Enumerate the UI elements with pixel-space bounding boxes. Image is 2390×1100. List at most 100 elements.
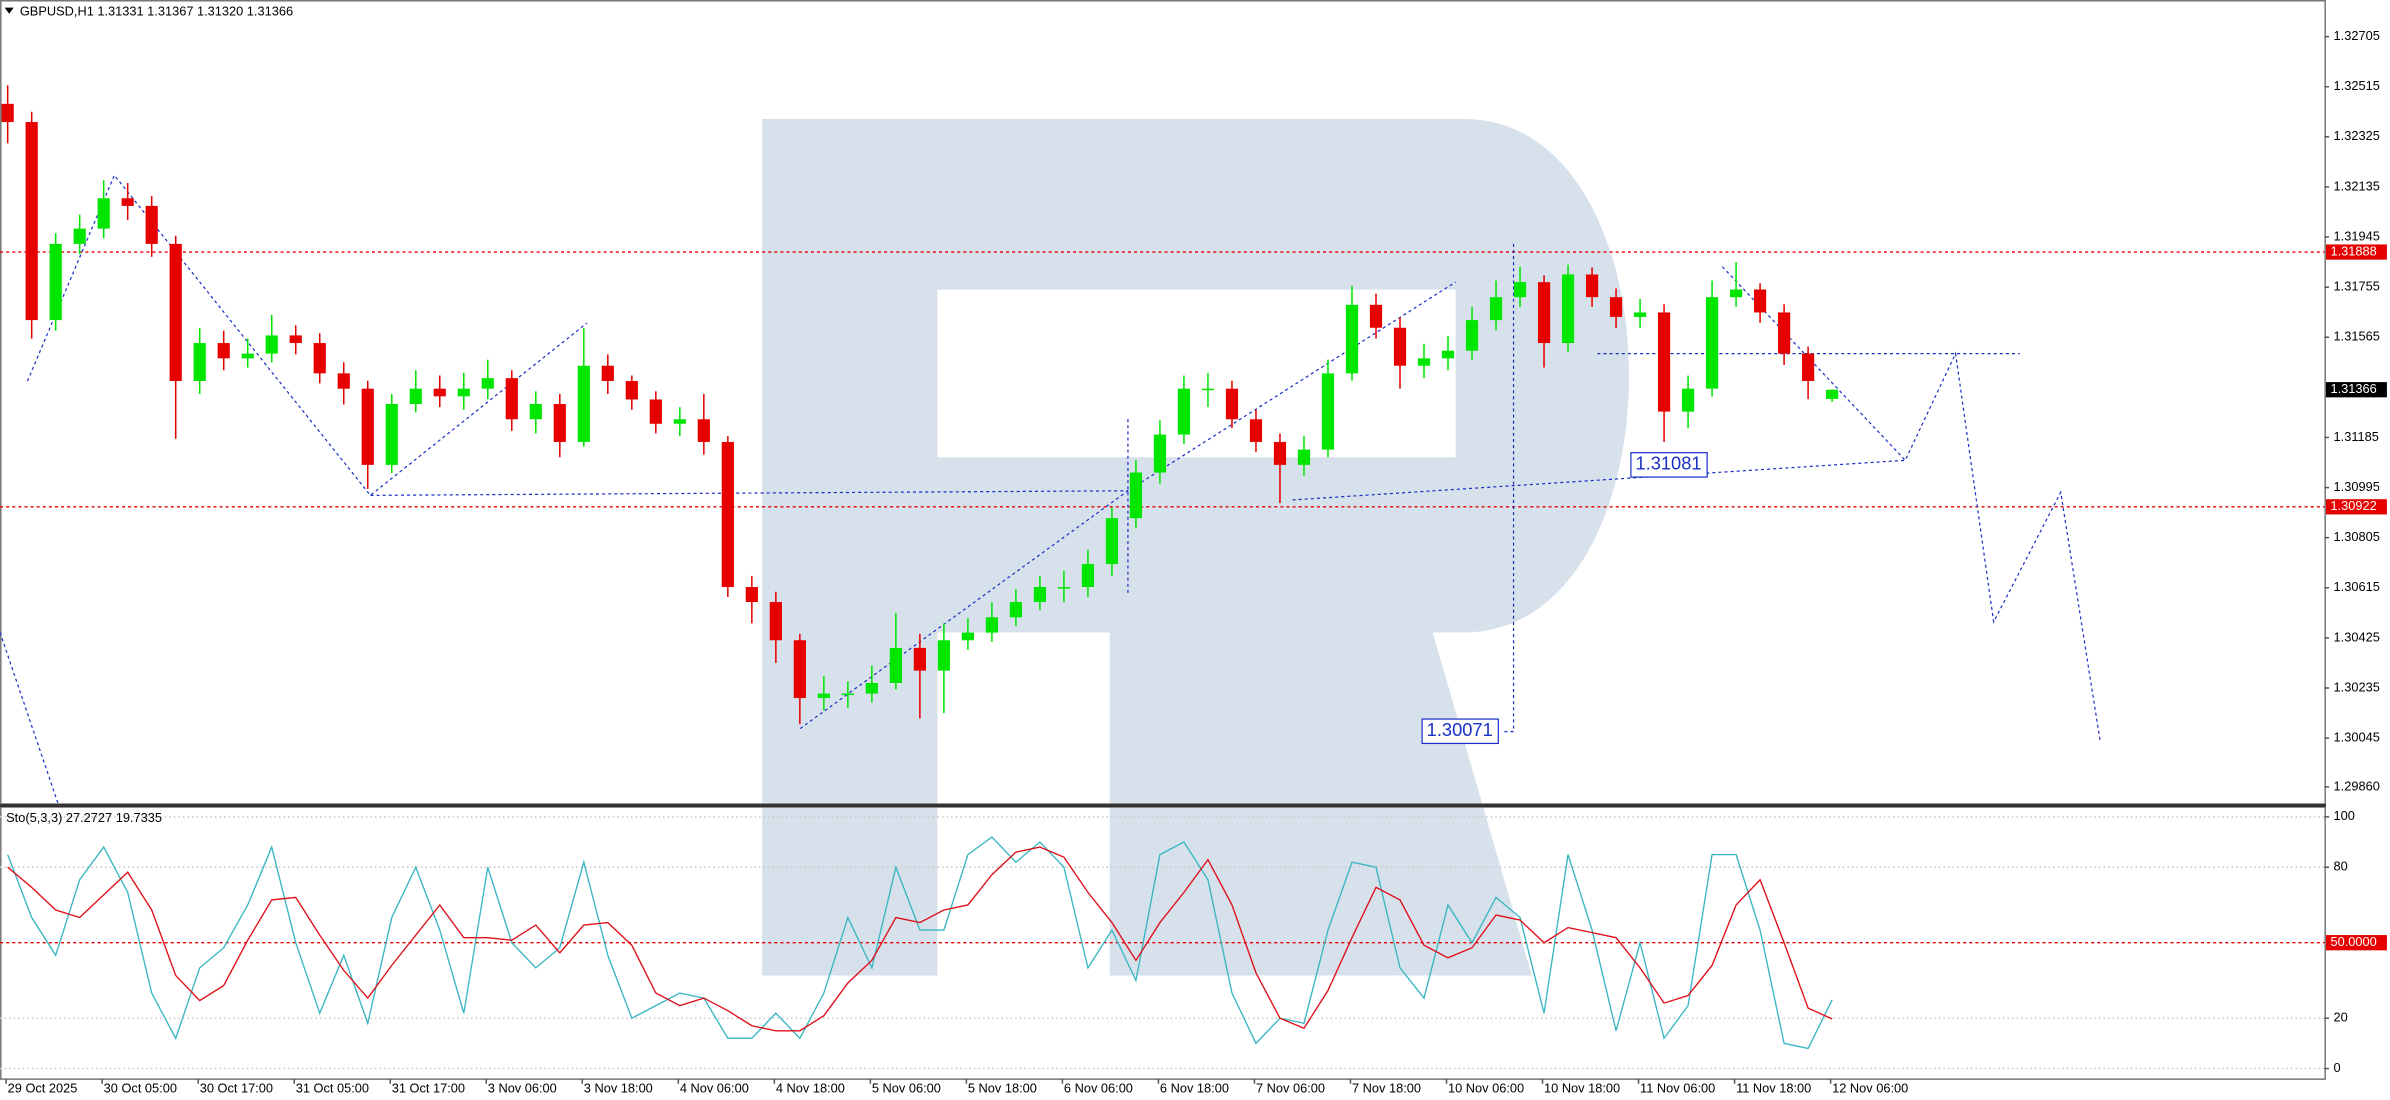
candle-body: [673, 419, 686, 424]
level-label: 1.30922: [2331, 498, 2377, 513]
stoch-line: [7, 846, 1833, 1032]
candle-body: [457, 388, 470, 397]
candle-body: [865, 682, 878, 694]
candle-body: [1393, 327, 1407, 366]
candle-body: [433, 388, 446, 397]
candle-body: [1081, 564, 1095, 587]
x-tick-label: 30 Oct 05:00: [104, 1080, 177, 1095]
y-tick-label: 1.32515: [2334, 78, 2380, 93]
zigzag-line: [26, 174, 588, 497]
candle-body: [337, 373, 350, 389]
x-tick-label: 7 Nov 06:00: [1256, 1080, 1325, 1095]
level-label-box: [2325, 935, 2387, 951]
candle-body: [529, 403, 542, 420]
candle-body: [361, 388, 374, 465]
x-tick-label: 11 Nov 18:00: [1736, 1080, 1811, 1095]
candle-body: [1249, 419, 1263, 442]
watermark: [762, 118, 1630, 976]
y-tick-label: 1.30805: [2334, 529, 2380, 544]
trend-line: [799, 281, 1456, 730]
candle-body: [1345, 304, 1359, 374]
price-annotation: 1.31081: [1635, 453, 1701, 474]
candle-body: [1802, 353, 1815, 382]
x-tick-label: 4 Nov 06:00: [680, 1080, 749, 1095]
candle-body: [985, 617, 998, 633]
trend-line: [1292, 459, 1906, 501]
candle-body: [913, 647, 926, 671]
forecast-line: [1721, 266, 2101, 743]
candle-body: [1513, 282, 1527, 298]
x-tick-label: 3 Nov 06:00: [488, 1080, 557, 1095]
y-tick-label: 0: [2334, 1060, 2341, 1075]
candle-body: [1609, 297, 1623, 317]
candle-body: [1201, 388, 1215, 391]
x-tick-label: 5 Nov 06:00: [872, 1080, 941, 1095]
x-tick-label: 10 Nov 06:00: [1448, 1080, 1524, 1095]
candle-body: [121, 198, 134, 206]
candle-body: [769, 602, 782, 641]
candle-body: [937, 640, 950, 671]
y-tick-label: 80: [2334, 859, 2348, 874]
candle-body: [289, 335, 302, 344]
candle-body: [1057, 586, 1071, 589]
candle-body: [169, 243, 182, 382]
candle-body: [1441, 350, 1455, 359]
y-tick-label: 100: [2334, 808, 2355, 823]
x-tick-label: 7 Nov 18:00: [1352, 1080, 1421, 1095]
x-tick-label: 10 Nov 18:00: [1544, 1080, 1620, 1095]
y-tick-label: 1.31565: [2334, 329, 2380, 344]
x-tick-label: 30 Oct 17:00: [200, 1080, 273, 1095]
x-tick-label: 11 Nov 06:00: [1640, 1080, 1715, 1095]
candle-body: [1225, 388, 1239, 420]
y-tick-label: 1.30995: [2334, 479, 2380, 494]
candle-body: [1777, 312, 1791, 354]
candle-body: [1321, 373, 1335, 450]
candle-body: [481, 378, 494, 389]
candle-body: [1729, 289, 1743, 298]
candle-body: [1009, 602, 1023, 618]
candle-body: [745, 586, 758, 603]
candle-body: [1177, 388, 1191, 435]
collapse-icon[interactable]: [4, 7, 14, 14]
candle-body: [889, 647, 902, 683]
level-label-box: [2325, 499, 2387, 515]
candle-body: [793, 640, 806, 699]
candle-body: [409, 388, 422, 404]
last-price-box: [2325, 382, 2387, 398]
candle-body: [649, 399, 662, 424]
candle-body: [697, 419, 710, 442]
stoch-title: Sto(5,3,3) 27.2727 19.7335: [6, 810, 162, 825]
candle-body: [25, 122, 38, 321]
candle-body: [1753, 289, 1767, 313]
watermark-bowl: [937, 118, 1630, 633]
y-tick-label: 1.31945: [2334, 228, 2380, 243]
candle-body: [49, 243, 62, 321]
price-annotation-box: [1421, 718, 1499, 745]
candle-body: [817, 693, 830, 699]
stoch-line: [7, 836, 1833, 1050]
y-tick-label: 1.30615: [2334, 579, 2380, 594]
level-label-box: [2325, 244, 2387, 260]
x-tick-label: 31 Oct 17:00: [392, 1080, 465, 1095]
candle-body: [1369, 304, 1383, 328]
level-label: 50.0000: [2331, 934, 2377, 949]
candle-body: [1129, 472, 1143, 519]
y-tick-label: 1.32325: [2334, 128, 2380, 143]
y-tick-label: 1.32705: [2334, 28, 2380, 43]
y-tick-label: 1.32135: [2334, 178, 2380, 193]
candle-body: [1657, 312, 1671, 412]
y-tick-label: 1.30425: [2334, 629, 2380, 644]
candle-body: [1585, 274, 1599, 298]
y-tick-label: 1.31755: [2334, 279, 2380, 294]
candle-body: [265, 335, 278, 354]
candle-body: [1826, 389, 1839, 399]
symbol-header: GBPUSD,H1 1.31331 1.31367 1.31320 1.3136…: [20, 4, 293, 19]
candle-body: [601, 365, 614, 382]
x-tick-label: 5 Nov 18:00: [968, 1080, 1037, 1095]
candle-body: [577, 365, 590, 442]
candle-body: [841, 693, 854, 696]
candle-body: [385, 403, 398, 465]
candle-body: [1633, 312, 1647, 317]
candle-body: [1681, 388, 1695, 412]
